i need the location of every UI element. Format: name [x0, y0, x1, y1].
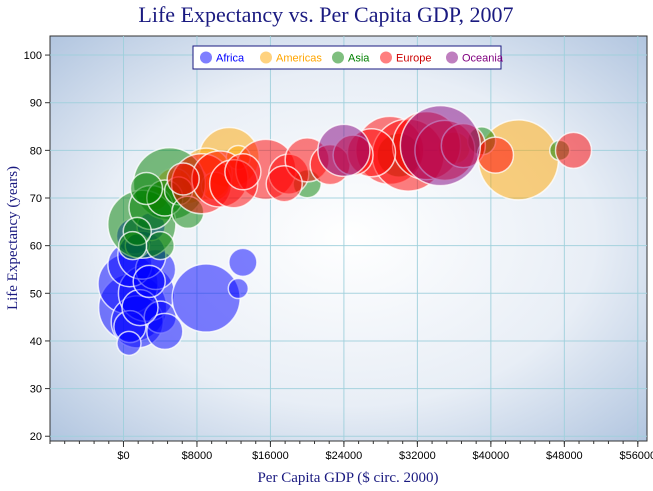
y-tick-label: 40 — [30, 336, 42, 348]
x-axis-label: Per Capita GDP ($ circ. 2000) — [257, 470, 438, 486]
bubble-europe — [265, 164, 303, 203]
bubble-europe — [224, 153, 262, 191]
bubble-europe — [554, 131, 593, 170]
bubble-asia — [117, 230, 148, 261]
x-tick-label: $56000 — [619, 450, 653, 462]
bubble-africa — [132, 264, 166, 299]
legend-label-americas: Americas — [276, 53, 322, 65]
legend-label-asia: Asia — [348, 53, 370, 65]
y-tick-label: 80 — [30, 145, 42, 157]
y-tick-label: 70 — [30, 193, 42, 205]
legend-swatch-asia — [332, 51, 344, 64]
y-axis-label: Life Expectancy (years) — [5, 166, 21, 310]
bubble-oceania — [399, 104, 482, 187]
x-tick-label: $0 — [117, 450, 129, 462]
legend: Africa Americas Asia Europe Oceania — [192, 45, 504, 70]
bubble-oceania — [317, 123, 371, 178]
x-tick-label: $48000 — [546, 450, 583, 462]
x-tick-label: $8000 — [182, 450, 213, 462]
bubble-africa — [228, 247, 258, 278]
bubble-africa — [116, 330, 142, 357]
legend-swatch-europe — [380, 51, 392, 64]
y-tick-label: 100 — [24, 50, 42, 62]
bubble-africa — [227, 277, 250, 300]
legend-label-africa: Africa — [216, 53, 245, 65]
y-tick-label: 90 — [30, 98, 42, 110]
y-tick-label: 60 — [30, 241, 42, 253]
legend-label-oceania: Oceania — [462, 53, 504, 65]
bubble-africa — [146, 312, 184, 351]
legend-swatch-americas — [260, 51, 272, 64]
bubble-asia — [129, 171, 164, 206]
x-tick-label: $40000 — [473, 450, 510, 462]
x-tick-label: $32000 — [399, 450, 436, 462]
y-tick-label: 30 — [30, 384, 42, 396]
bubble-europe — [476, 136, 515, 174]
legend-box — [192, 45, 502, 70]
legend-swatch-oceania — [446, 51, 458, 64]
series-oceania — [317, 104, 482, 187]
legend-swatch-africa — [200, 51, 212, 64]
x-tick-label: $16000 — [252, 450, 289, 462]
bubble-europe — [166, 162, 200, 196]
bubbles — [97, 104, 593, 357]
bubble-africa — [171, 263, 241, 333]
x-tick-label: $24000 — [326, 450, 363, 462]
legend-label-europe: Europe — [396, 53, 431, 65]
y-tick-label: 20 — [30, 431, 42, 443]
chart-title: Life Expectancy vs. Per Capita GDP, 2007 — [138, 2, 513, 27]
y-tick-label: 50 — [30, 288, 42, 300]
axes: $0 $8000 $16000 $24000 $32000 $40000 $48000 $56… — [24, 50, 653, 462]
